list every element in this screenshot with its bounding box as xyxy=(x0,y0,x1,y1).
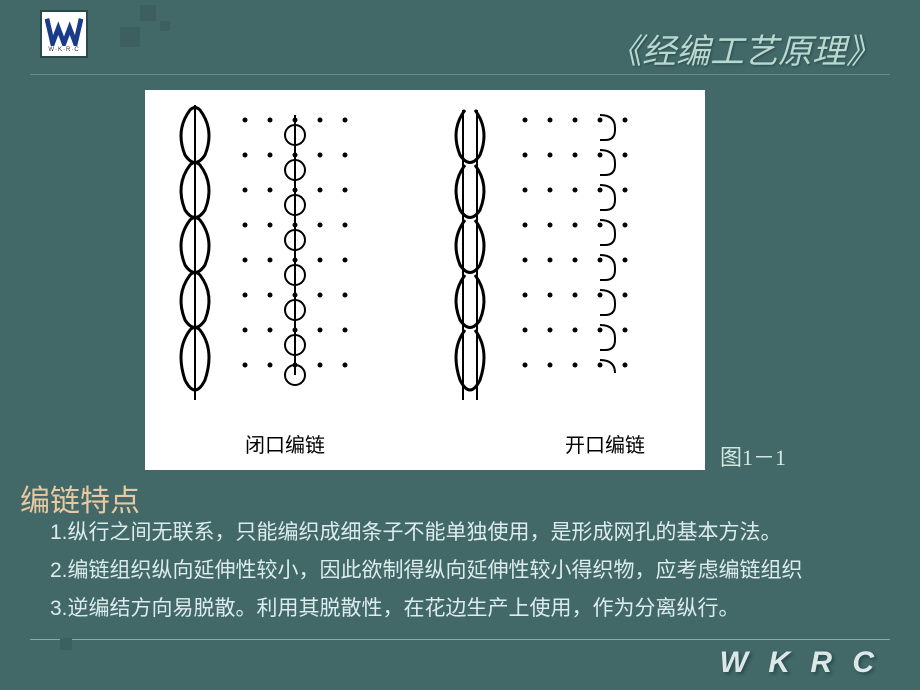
open-chain-loops xyxy=(456,110,484,400)
figure-label: 图1－1 xyxy=(720,440,786,472)
logo-text: W·K·R·C xyxy=(48,47,79,53)
page-title: 《经编工艺原理》 xyxy=(608,24,880,73)
footer-deco-square xyxy=(60,638,72,650)
closed-chain-loops xyxy=(181,105,209,400)
bullet-3: 3.逆编结方向易脱散。利用其脱散性，在花边生产上使用，作为分离纵行。 xyxy=(50,594,740,623)
logo-w-icon xyxy=(45,16,83,46)
bullet-1: 1.纵行之间无联系，只能编织成细条子不能单独使用，是形成网孔的基本方法。 xyxy=(50,518,782,547)
caption-open: 开口编链 xyxy=(565,429,645,458)
open-dot-grid xyxy=(523,115,628,373)
logo-box: W·K·R·C xyxy=(40,10,88,58)
header-divider xyxy=(30,74,890,75)
closed-dot-grid xyxy=(243,115,348,385)
caption-closed: 闭口编链 xyxy=(245,429,325,458)
footer-divider xyxy=(30,639,890,640)
bullet-2: 2.编链组织纵向延伸性较小，因此欲制得纵向延伸性较小得织物，应考虑编链组织 xyxy=(50,556,803,585)
chain-diagram-svg xyxy=(145,90,705,470)
footer-text: W K R C xyxy=(720,646,880,680)
section-title: 编链特点 xyxy=(20,476,140,520)
diagram-area: 闭口编链 开口编链 xyxy=(145,90,705,470)
